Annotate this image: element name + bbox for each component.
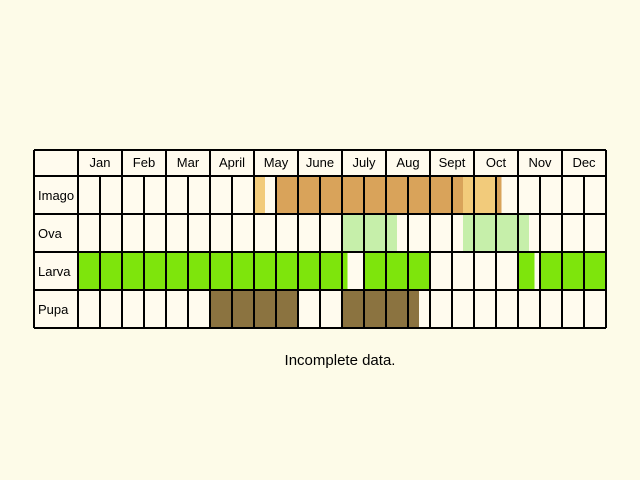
segment-larva-0 xyxy=(78,252,348,290)
month-label-july: July xyxy=(352,155,376,170)
month-label-dec: Dec xyxy=(572,155,596,170)
month-label-nov: Nov xyxy=(528,155,552,170)
month-label-may: May xyxy=(264,155,289,170)
incomplete-data-note: Incomplete data. xyxy=(284,352,396,369)
segment-imago-3 xyxy=(496,176,502,214)
row-label-pupa: Pupa xyxy=(38,302,69,317)
segment-imago-2 xyxy=(463,176,496,214)
segment-ova-0 xyxy=(342,214,397,252)
row-label-imago: Imago xyxy=(38,188,74,203)
month-label-jan: Jan xyxy=(90,155,111,170)
month-label-aug: Aug xyxy=(396,155,419,170)
month-label-mar: Mar xyxy=(177,155,200,170)
segment-larva-3 xyxy=(540,252,606,290)
month-label-sept: Sept xyxy=(439,155,466,170)
month-label-june: June xyxy=(306,155,334,170)
row-label-larva: Larva xyxy=(38,264,71,279)
segment-larva-1 xyxy=(364,252,430,290)
segment-pupa-1 xyxy=(342,290,408,328)
row-label-ova: Ova xyxy=(38,226,63,241)
segment-larva-2 xyxy=(518,252,535,290)
month-label-april: April xyxy=(219,155,245,170)
segment-imago-1 xyxy=(276,176,463,214)
segment-pupa-2 xyxy=(408,290,419,328)
month-label-oct: Oct xyxy=(486,155,507,170)
month-label-feb: Feb xyxy=(133,155,155,170)
segment-imago-0 xyxy=(254,176,265,214)
